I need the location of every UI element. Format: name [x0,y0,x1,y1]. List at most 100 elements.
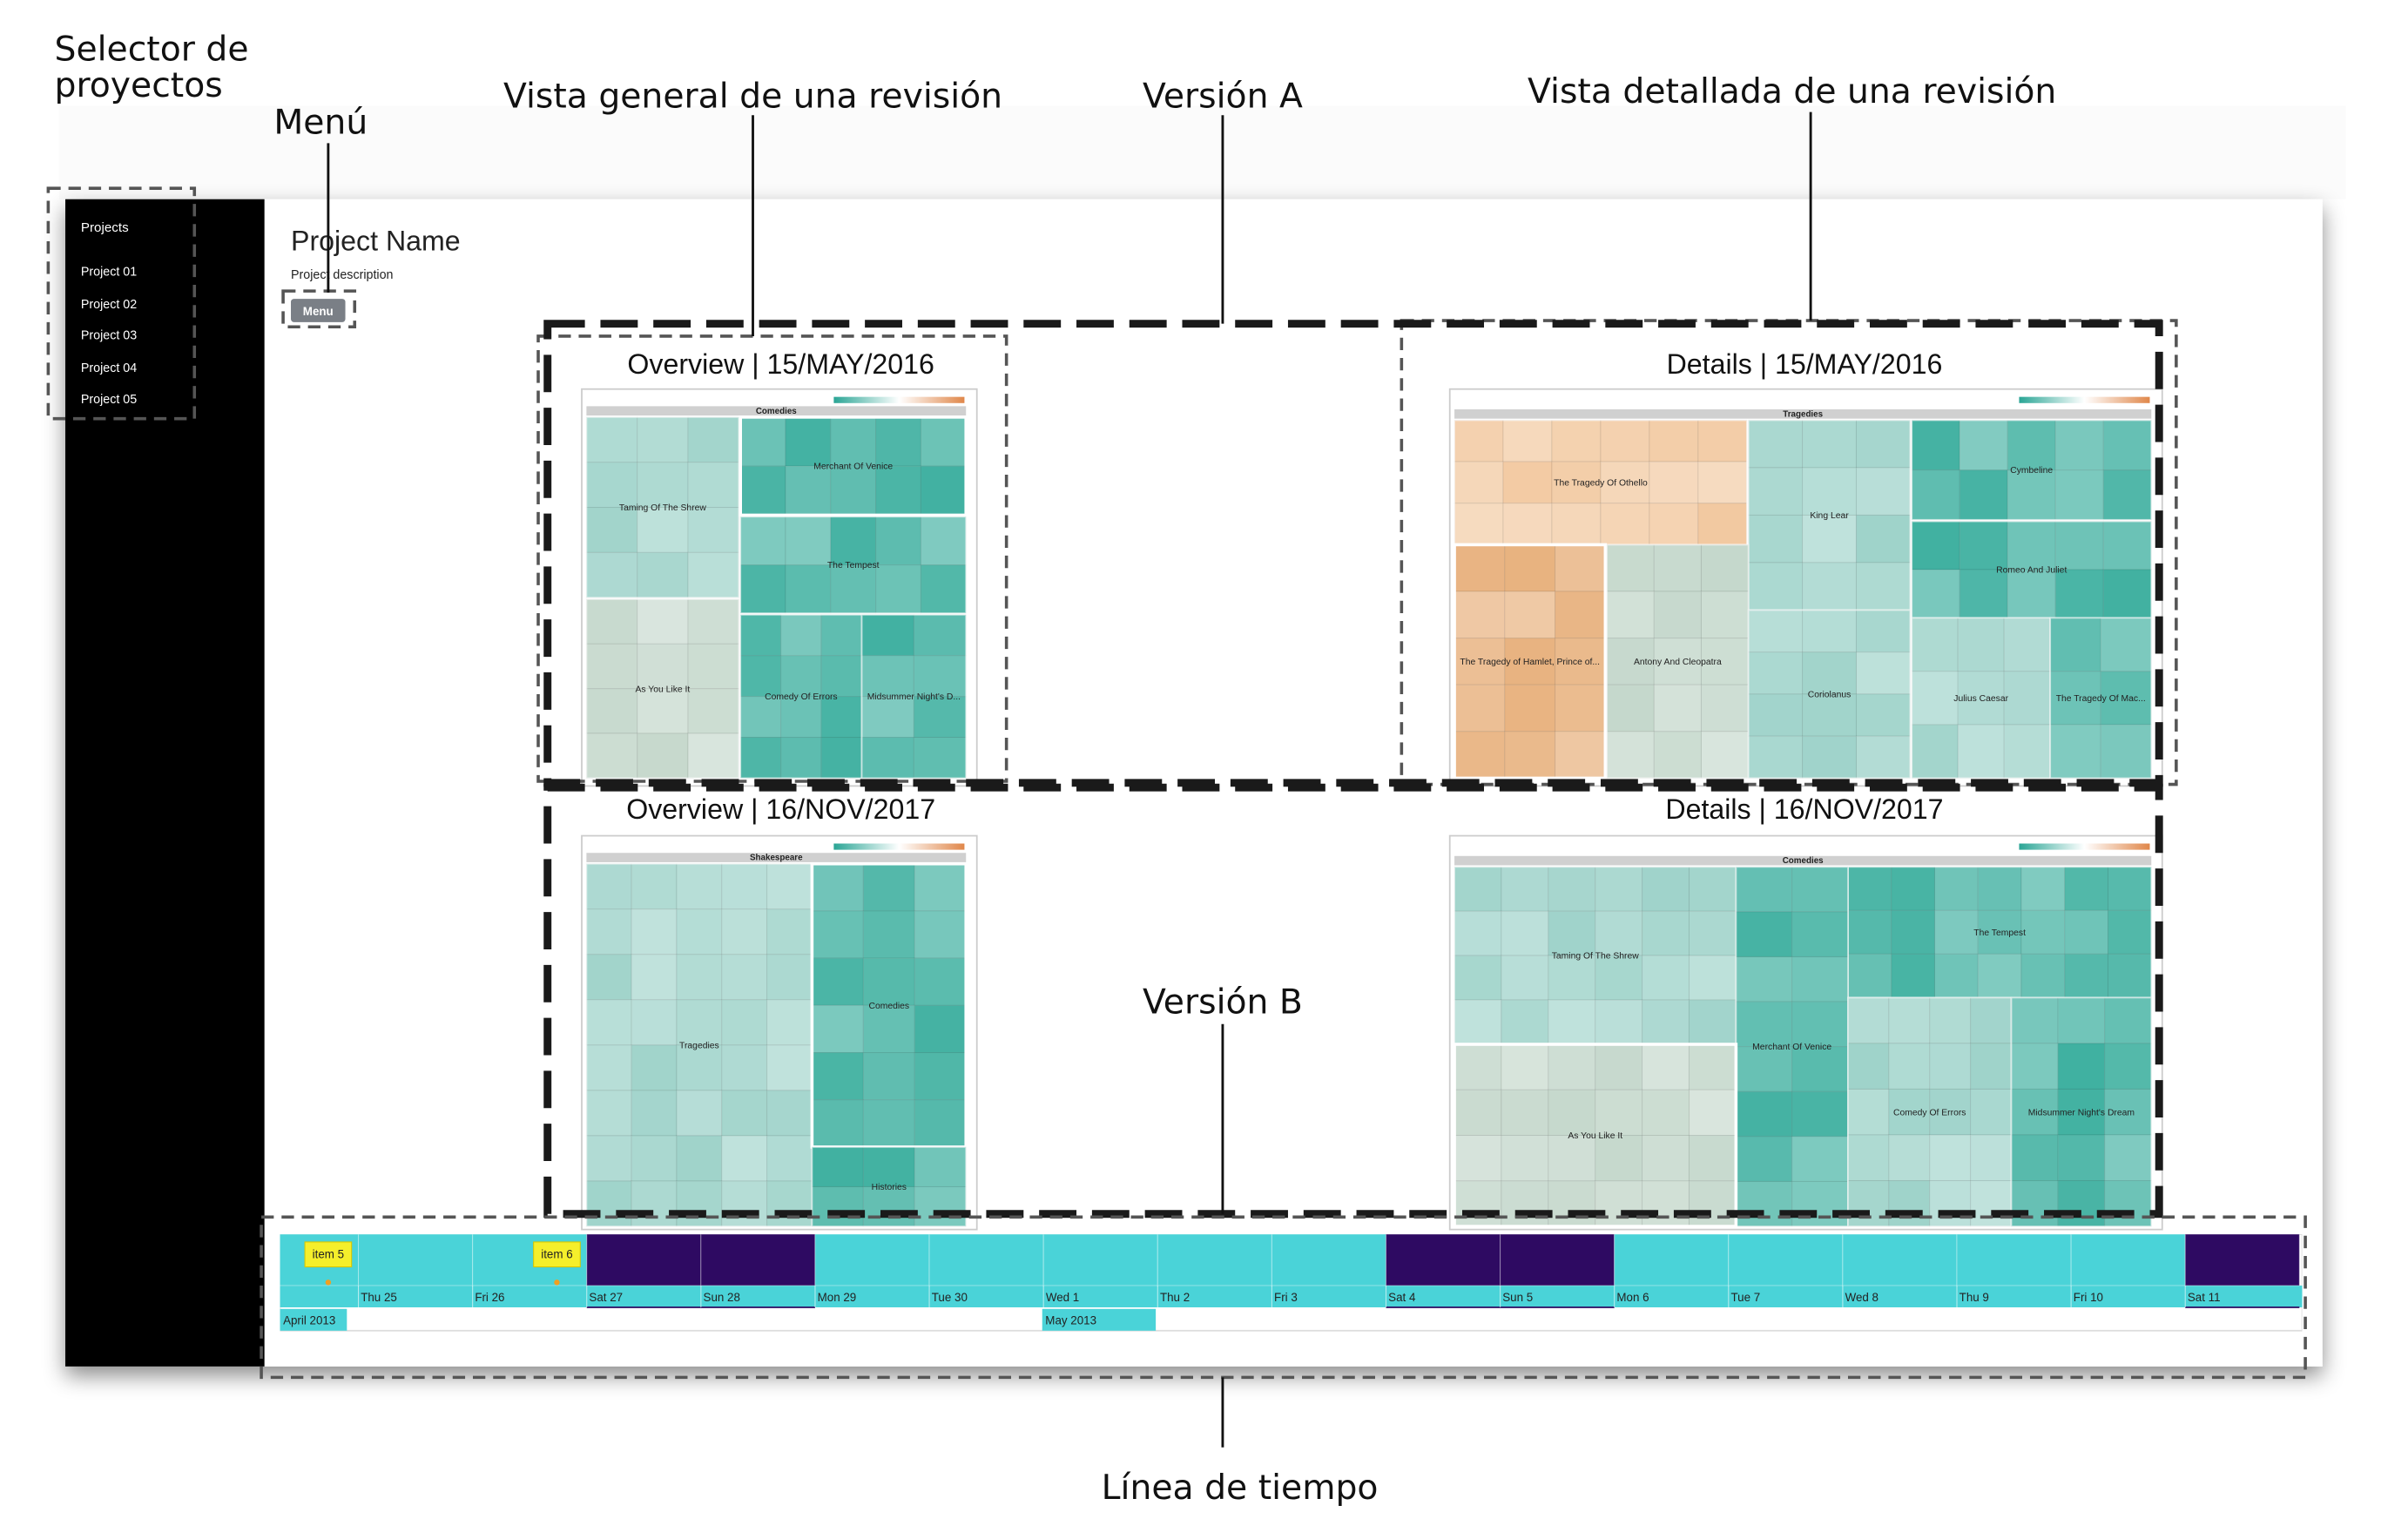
treemap-cell [585,1090,632,1137]
treemap-cell [637,598,689,645]
treemap-label[interactable]: Comedy Of Errors [765,692,837,702]
treemap-cell [1791,866,1849,913]
treemap-label[interactable]: Taming Of The Shrew [1552,952,1639,962]
treemap-label[interactable]: Antony And Cleopatra [1634,658,1722,667]
treemap-cell [1791,1090,1849,1138]
treemap-cell [811,1051,864,1101]
treemap-cell [1649,461,1699,504]
treemap-cell [1748,609,1804,653]
treemap-cell [1454,999,1502,1045]
treemap-cell [1959,569,2008,618]
treemap-cell [1891,909,1936,955]
treemap-cell [1735,911,1793,958]
treemap-cell [1649,419,1699,462]
treemap-cell [1802,609,1858,653]
treemap-cell [1501,910,1549,956]
treemap-cell [913,737,967,779]
project-link[interactable]: Project 05 [81,393,137,407]
treemap-cell [1802,735,1858,779]
treemap-cell [1911,521,1960,570]
menu-button[interactable] [291,299,346,322]
treemap-cell [1802,693,1858,737]
treemap-cell [1791,1001,1849,1048]
annotation: Vista general de una revisión [503,77,1002,116]
menu-button-label[interactable]: Menu [303,305,334,318]
treemap-label[interactable]: Comedy Of Errors [1893,1108,1966,1117]
treemap-group [811,1146,968,1227]
treemap-cell [1653,684,1703,732]
treemap-cell [585,551,638,598]
treemap-cell [1501,1043,1549,1090]
treemap-label[interactable]: King Lear [1810,511,1849,521]
treemaps: Comedies Taming Of The Shrew Merchant Of V… [581,388,2163,1231]
treemap-cell [2007,521,2056,570]
day-label: Sat 27 [589,1291,623,1304]
treemap-cell [2104,996,2152,1044]
treemap-cell [1847,1043,1890,1090]
treemap-label[interactable]: Midsummer Night's D... [867,692,961,702]
treemap-label[interactable]: Tragedies [679,1041,719,1050]
treemap-cell [785,465,832,516]
timeline-item-label[interactable]: item 6 [541,1248,572,1261]
timeline-item[interactable] [304,1241,353,1268]
day-label: Tue 7 [1730,1291,1760,1304]
treemap-cell [1606,591,1655,639]
treemap-cell [1548,1134,1596,1182]
treemap-label[interactable]: Romeo And Juliet [1996,566,2067,576]
treemap-label[interactable]: Julius Caesar [1953,694,2008,704]
treemap-cell [1642,1134,1690,1182]
treemap-label[interactable]: The Tempest [1973,928,2026,938]
treemap-label[interactable]: Cymbeline [2010,466,2053,476]
treemap-label[interactable]: Merchant Of Venice [813,462,893,472]
treemap-label[interactable]: The Tragedy Of Mac... [2056,694,2146,704]
treemap-cell [1855,735,1911,779]
treemap-cell [2104,1088,2152,1136]
treemap-cell [785,516,832,566]
treemap-cell [1802,419,1858,469]
treemap-label[interactable]: The Tragedy Of Othello [1554,479,1648,489]
treemap-cell [1802,562,1858,611]
timeline-item-label[interactable]: item 5 [313,1248,344,1261]
treemap-cell [1855,609,1911,653]
treemap-cell [1688,1089,1737,1137]
timeline-item[interactable] [533,1241,581,1268]
treemap-cell [1688,1134,1737,1182]
treemap-cell [1454,461,1504,504]
treemap-cell [1595,955,1643,1001]
treemap-cell [676,1180,723,1227]
treemap-cell [721,1090,768,1137]
annotation: Versión B [1143,982,1303,1022]
treemap-label[interactable]: Merchant Of Venice [1752,1043,1831,1052]
treemap-cell [1791,1180,1849,1227]
treemap-label[interactable]: The Tragedy of Hamlet, Prince of... [1460,658,1600,667]
treemap-cell [1700,684,1750,732]
treemap-cell [830,416,877,467]
project-link[interactable]: Project 02 [81,298,137,312]
project-link[interactable]: Project 03 [81,329,137,343]
treemap-cell [766,954,813,1001]
treemap-label[interactable]: Histories [872,1183,907,1192]
treemap-label[interactable]: As You Like It [636,685,691,694]
treemap-cell [875,516,921,566]
project-link[interactable]: Project 01 [81,265,137,279]
day-cell [1500,1234,1615,1286]
treemap-cell [1548,866,1596,912]
project-link[interactable]: Project 04 [81,361,137,375]
treemap-cell [1548,910,1596,956]
treemap-cell [631,1090,678,1137]
treemap-cell [637,462,689,509]
treemap-label[interactable]: Midsummer Night's Dream [2028,1108,2135,1117]
treemap-cell [1688,999,1737,1045]
treemap-label[interactable]: The Tempest [827,561,880,570]
treemap-cell [739,696,782,739]
treemap-cell [766,1180,813,1227]
treemap-label[interactable]: Coriolanus [1808,691,1852,700]
treemap-cell [1548,1043,1596,1090]
treemap-cell [2020,953,2066,998]
treemap-label[interactable]: Comedies [868,1002,909,1011]
day-cell [2184,1234,2300,1286]
treemap-label[interactable]: As You Like It [1568,1131,1622,1141]
day-cell [814,1234,930,1286]
treemap-label[interactable]: Taming Of The Shrew [619,503,706,513]
